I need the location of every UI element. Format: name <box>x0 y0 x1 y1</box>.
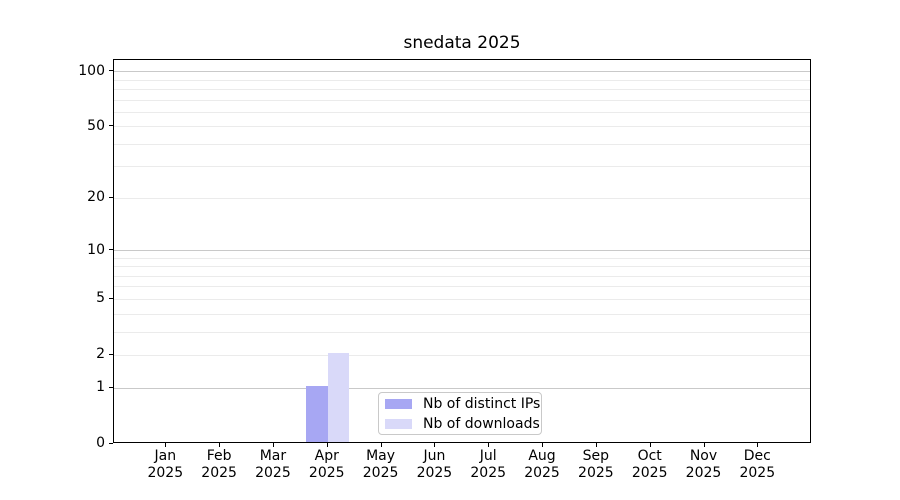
y-tick-mark <box>109 442 113 444</box>
y-gridline-minor <box>114 111 810 113</box>
y-gridline-minor <box>114 99 810 101</box>
y-gridline-minor <box>114 275 810 277</box>
y-tick-mark <box>109 297 113 299</box>
x-tick-year: 2025 <box>685 465 722 481</box>
x-tick-mark <box>595 443 597 447</box>
y-tick-mark <box>109 353 113 355</box>
x-tick-mark <box>272 443 274 447</box>
x-tick-year: 2025 <box>362 465 399 481</box>
x-tick-mark <box>326 443 328 447</box>
y-tick-label: 50 <box>87 117 105 134</box>
x-tick-year: 2025 <box>578 465 614 481</box>
legend: Nb of distinct IPs Nb of downloads <box>378 392 542 435</box>
y-tick-label: 1 <box>96 379 105 396</box>
y-gridline-minor <box>114 88 810 90</box>
x-tick-label: Jan 2025 <box>135 448 195 482</box>
x-tick-mark <box>434 443 436 447</box>
legend-swatch <box>385 398 412 409</box>
x-tick-mark <box>380 443 382 447</box>
chart-title: snedata 2025 <box>403 33 521 53</box>
x-tick-year: 2025 <box>308 465 345 481</box>
y-tick-label: 20 <box>87 189 105 206</box>
x-tick-label: Apr 2025 <box>297 448 357 482</box>
y-tick-mark <box>109 249 113 250</box>
y-gridline-minor <box>114 143 810 145</box>
x-tick-label: Mar 2025 <box>243 448 303 482</box>
y-tick-mark <box>109 196 113 198</box>
x-tick-month: Sep <box>582 448 610 464</box>
y-gridline-minor <box>114 166 810 168</box>
x-tick-label: Oct 2025 <box>620 448 680 482</box>
x-tick-month: Nov <box>689 448 718 464</box>
x-tick-month: Aug <box>528 448 556 464</box>
legend-label: Nb of downloads <box>423 415 540 432</box>
y-tick-mark <box>109 386 113 388</box>
y-tick-mark <box>109 70 113 72</box>
y-gridline-minor <box>114 354 810 356</box>
y-tick-label: 100 <box>78 62 105 79</box>
x-tick-year: 2025 <box>524 465 560 481</box>
x-tick-mark <box>703 443 705 447</box>
plot-area <box>113 59 811 443</box>
x-tick-year: 2025 <box>201 465 237 481</box>
bar-apr-series-1 <box>327 353 350 442</box>
x-tick-year: 2025 <box>255 465 291 481</box>
y-gridline-minor <box>114 79 810 81</box>
y-gridline-minor <box>114 266 810 268</box>
x-tick-mark <box>757 443 759 447</box>
x-tick-mark <box>542 443 544 447</box>
legend-row: Nb of distinct IPs <box>385 394 541 414</box>
x-tick-year: 2025 <box>147 465 184 481</box>
x-tick-mark <box>649 443 651 447</box>
y-tick-label: 5 <box>96 290 105 307</box>
y-gridline-major <box>114 387 810 389</box>
x-tick-year: 2025 <box>739 465 776 481</box>
x-tick-label: May 2025 <box>351 448 411 482</box>
x-tick-month: Mar <box>259 448 287 464</box>
x-tick-label: Nov 2025 <box>674 448 734 482</box>
x-tick-mark <box>219 443 221 447</box>
x-tick-month: Apr <box>314 448 339 464</box>
y-gridline-minor <box>114 313 810 315</box>
bar-apr-series-0 <box>306 386 328 442</box>
y-gridline-minor <box>114 286 810 288</box>
x-tick-label: Jun 2025 <box>404 448 464 482</box>
x-tick-mark <box>165 443 167 447</box>
y-tick-label: 0 <box>96 435 105 451</box>
legend-row: Nb of downloads <box>385 414 541 434</box>
x-tick-month: Feb <box>206 448 232 464</box>
x-tick-month: Jun <box>423 448 446 464</box>
y-tick-mark <box>109 125 113 127</box>
y-gridline-minor <box>114 257 810 259</box>
x-tick-label: Dec 2025 <box>727 448 787 482</box>
x-tick-label: Sep 2025 <box>566 448 626 482</box>
y-tick-label: 10 <box>87 241 105 258</box>
y-tick-label: 2 <box>96 346 105 363</box>
x-tick-year: 2025 <box>470 465 507 481</box>
x-tick-month: Oct <box>637 448 662 464</box>
y-gridline-minor <box>114 197 810 199</box>
legend-swatch <box>385 418 412 429</box>
legend-label: Nb of distinct IPs <box>423 395 541 412</box>
y-gridline-minor <box>114 331 810 333</box>
x-tick-year: 2025 <box>631 465 668 481</box>
x-tick-label: Feb 2025 <box>189 448 249 482</box>
x-tick-month: Dec <box>743 448 771 464</box>
x-tick-year: 2025 <box>416 465 453 481</box>
x-tick-month: May <box>366 448 396 464</box>
y-gridline-major <box>114 71 810 73</box>
y-gridline-minor <box>114 298 810 300</box>
x-tick-label: Jul 2025 <box>458 448 518 482</box>
x-tick-month: Jan <box>154 448 177 464</box>
y-gridline-major <box>114 250 810 251</box>
x-tick-label: Aug 2025 <box>512 448 572 482</box>
x-tick-mark <box>488 443 490 447</box>
x-tick-month: Jul <box>479 448 497 464</box>
y-gridline-minor <box>114 126 810 128</box>
